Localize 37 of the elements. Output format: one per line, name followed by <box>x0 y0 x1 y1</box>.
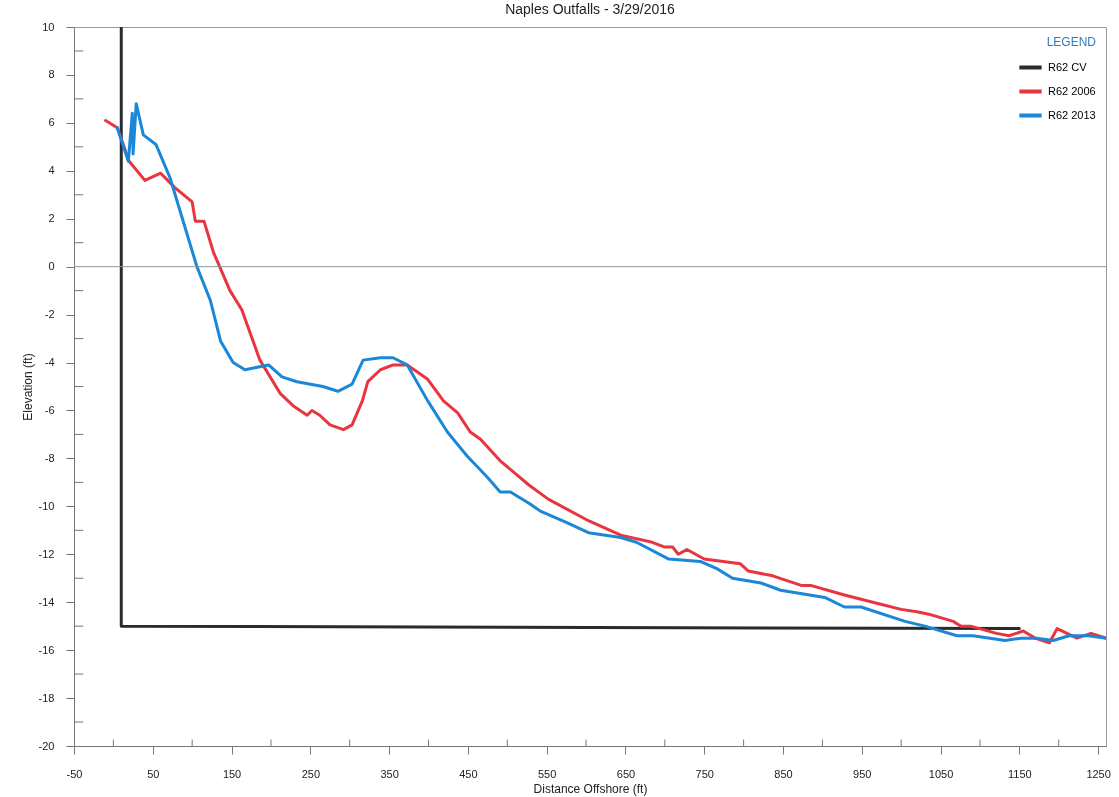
y-tick-label: -20 <box>38 739 55 752</box>
y-tick-label: -14 <box>38 595 55 608</box>
y-tick-label: -18 <box>38 691 55 704</box>
x-tick-label: 350 <box>380 767 399 780</box>
x-tick-label: 1150 <box>1008 767 1032 780</box>
legend-label: R62 2013 <box>1048 108 1096 121</box>
y-tick-label: 0 <box>48 260 55 273</box>
x-tick-label: 1050 <box>928 767 954 780</box>
y-tick-label: -4 <box>44 356 55 369</box>
y-tick-label: 4 <box>48 164 55 177</box>
legend-title: LEGEND <box>1046 35 1097 49</box>
y-tick-label: -12 <box>38 547 55 560</box>
y-tick-label: 8 <box>48 68 55 81</box>
legend-label: R62 2006 <box>1048 84 1096 97</box>
x-axis-title: Distance Offshore (ft) <box>533 781 648 796</box>
x-tick-label: -50 <box>66 767 83 780</box>
x-tick-label: 850 <box>774 767 793 780</box>
x-tick-label: 50 <box>147 767 160 780</box>
y-tick-label: -2 <box>44 308 55 321</box>
y-tick-label: -16 <box>38 643 55 656</box>
x-tick-label: 1250 <box>1086 767 1111 780</box>
chart-title: Naples Outfalls - 3/29/2016 <box>505 1 676 17</box>
y-tick-label: 2 <box>48 212 55 225</box>
x-tick-label: 550 <box>537 767 557 780</box>
y-tick-label: 6 <box>48 116 55 129</box>
x-tick-label: 450 <box>459 767 478 780</box>
legend-label: R62 CV <box>1048 60 1088 73</box>
y-tick-label: -6 <box>44 403 55 416</box>
y-axis-title: Elevation (ft) <box>20 353 35 421</box>
x-tick-label: 950 <box>853 767 872 780</box>
y-tick-label: 10 <box>42 20 55 33</box>
x-tick-label: 650 <box>616 767 636 780</box>
y-tick-label: -8 <box>44 451 55 464</box>
x-tick-label: 750 <box>695 767 714 780</box>
x-tick-label: 150 <box>222 767 242 780</box>
y-tick-label: -10 <box>38 499 55 512</box>
x-tick-label: 250 <box>301 767 321 780</box>
